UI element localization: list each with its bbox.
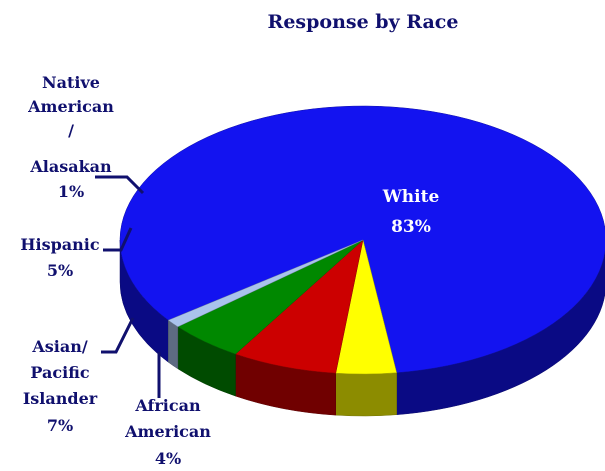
leader-lines <box>95 175 161 398</box>
native-american-leader-line <box>95 175 145 195</box>
hispanic-label-line-1: Hispanic <box>20 235 99 254</box>
slice-side-native-american-alasakan <box>168 319 179 370</box>
asian-label-line-3: Islander <box>23 389 98 408</box>
asian-label-line-2: Pacific <box>30 363 89 382</box>
asian-pacific-islander-leader-line <box>101 317 135 354</box>
pie-slices <box>119 105 605 417</box>
chart-title: Response by Race <box>268 11 459 33</box>
slice-native-american-alasakan <box>167 239 364 328</box>
hispanic-leader-line <box>103 227 133 252</box>
white-label-percent: 83% <box>391 217 431 237</box>
african-american-label-line-2: American <box>124 422 211 441</box>
african-american-label-percent: 4% <box>155 449 181 468</box>
native-american-label-line-3: / <box>68 121 74 140</box>
native-american-label-line-1: Native <box>42 73 100 92</box>
native-american-label-line-2: American <box>27 97 114 116</box>
asian-pacific-islander-label: Asian/ Pacific Islander 7% <box>23 337 98 435</box>
hispanic-label: Hispanic 5% <box>20 235 99 280</box>
slice-asian-pacific-islander <box>235 239 364 374</box>
african-american-label-line-1: African <box>134 396 201 415</box>
slice-side-african-american <box>335 372 397 417</box>
native-american-label-line-4: Alasakan <box>29 157 112 176</box>
slice-white <box>119 105 605 373</box>
asian-label-percent: 7% <box>47 416 73 435</box>
african-american-label: African American 4% <box>124 396 211 468</box>
white-label-line-1: White <box>382 187 440 207</box>
native-american-alasakan-label: Native American / Alasakan 1% <box>27 73 114 201</box>
asian-label-line-1: Asian/ <box>31 337 88 356</box>
native-american-label-percent: 1% <box>58 182 84 201</box>
hispanic-label-percent: 5% <box>47 261 73 280</box>
white-label: White 83% <box>382 187 440 237</box>
